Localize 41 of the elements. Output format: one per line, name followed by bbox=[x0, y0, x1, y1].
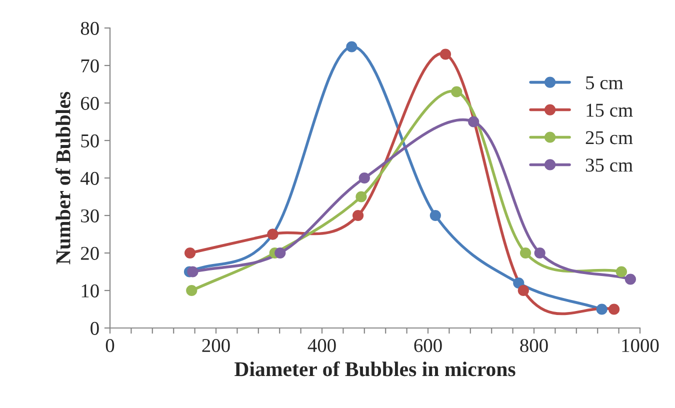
y-tick-label: 20 bbox=[80, 246, 99, 260]
point bbox=[534, 247, 546, 259]
y-tick-label: 60 bbox=[80, 96, 99, 110]
point bbox=[186, 284, 198, 296]
x-tick-label: 800 bbox=[520, 338, 548, 352]
point bbox=[624, 274, 636, 285]
point bbox=[596, 304, 608, 315]
point bbox=[187, 266, 198, 278]
x-tick-label: 600 bbox=[414, 338, 442, 352]
y-tick-label: 30 bbox=[81, 209, 99, 222]
point bbox=[358, 172, 370, 184]
y-tick-label: 0 bbox=[90, 322, 99, 335]
point bbox=[356, 191, 367, 202]
point bbox=[440, 48, 452, 60]
point bbox=[274, 247, 286, 259]
point bbox=[518, 284, 529, 296]
x-tick-label: 200 bbox=[202, 338, 230, 352]
point bbox=[608, 304, 620, 315]
y-tick-label: 50 bbox=[81, 134, 99, 148]
legend-label: 35 cm bbox=[586, 158, 633, 172]
legend-label: 15 cm bbox=[586, 104, 633, 117]
y-tick-label: 40 bbox=[80, 172, 99, 185]
y-tick-label: 70 bbox=[81, 59, 99, 72]
point bbox=[616, 266, 628, 278]
point bbox=[468, 116, 480, 128]
x-tick-label: 400 bbox=[308, 338, 336, 352]
legend-label: 5 cm bbox=[586, 76, 624, 90]
point bbox=[451, 86, 462, 98]
y-axis-title: Number of Bubbles bbox=[55, 92, 70, 264]
x-tick-label: 0 bbox=[106, 338, 114, 352]
point bbox=[346, 41, 358, 52]
point bbox=[513, 277, 524, 289]
point bbox=[352, 210, 364, 222]
y-tick-label: 80 bbox=[80, 22, 99, 35]
legend-label: 25 cm bbox=[586, 131, 633, 144]
x-tick-label: 1000 bbox=[622, 338, 659, 352]
point bbox=[184, 247, 196, 259]
point bbox=[520, 247, 532, 259]
x-axis-title: Diameter of Bubbles in microns bbox=[234, 361, 516, 376]
point bbox=[430, 210, 441, 222]
y-tick-label: 10 bbox=[82, 284, 99, 298]
